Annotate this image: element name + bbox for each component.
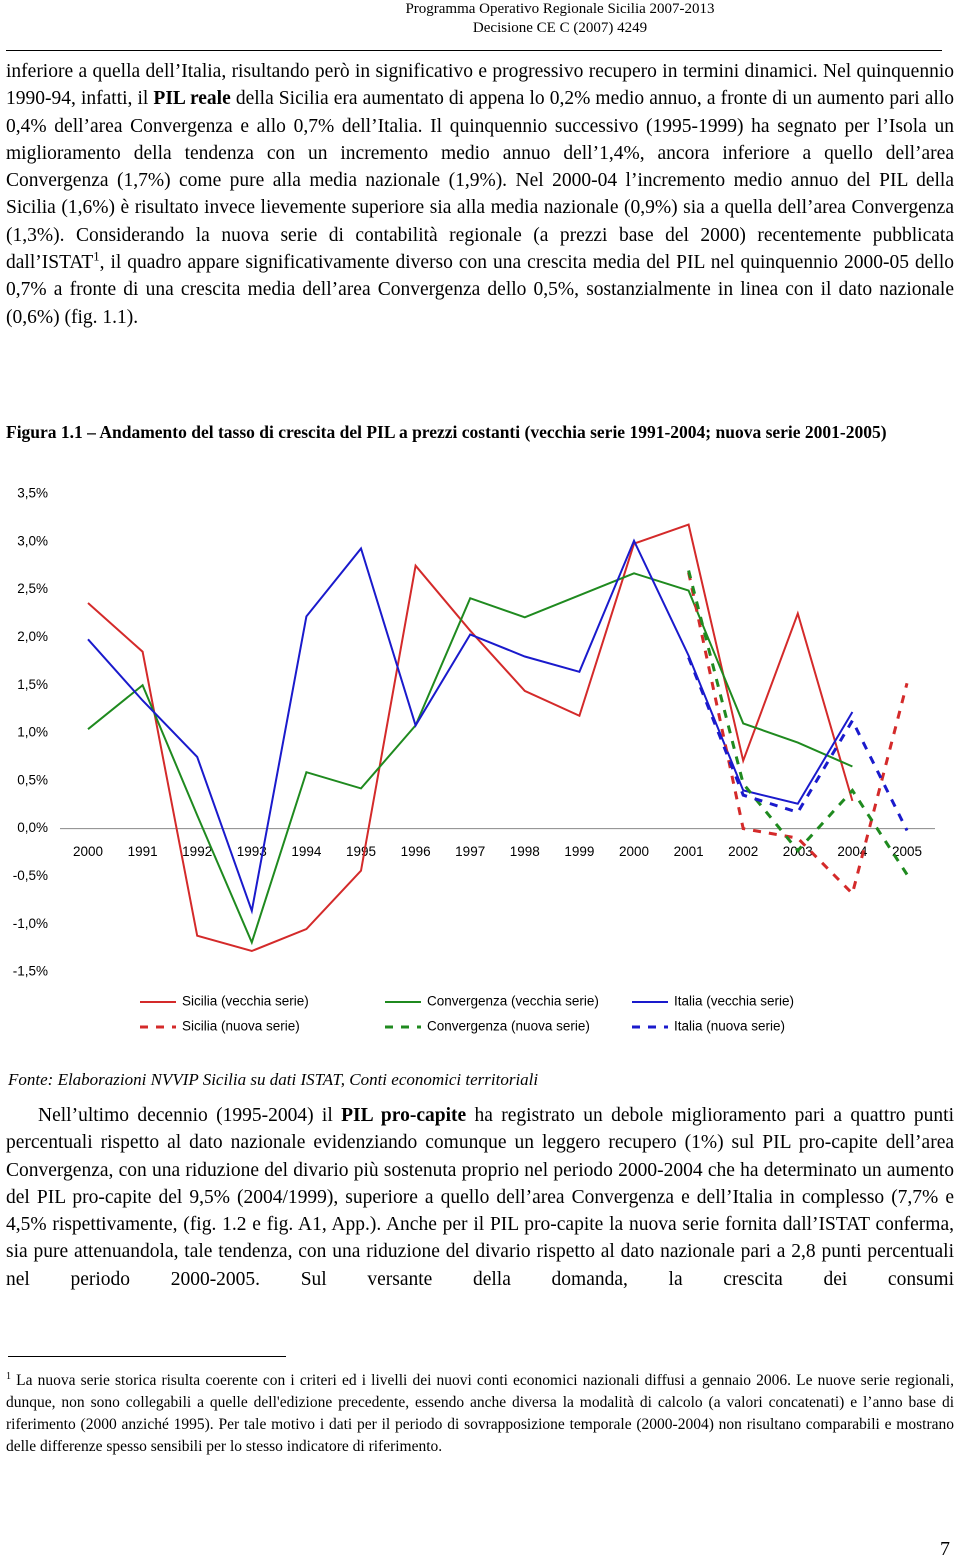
legend-label: Italia (nuova serie) xyxy=(674,1019,785,1034)
y-tick-label: 0,0% xyxy=(17,820,48,835)
paragraph: inferiore a quella dell’Italia, risultan… xyxy=(6,58,954,331)
y-tick-label: -0,5% xyxy=(13,868,48,883)
header-line: Decisione CE C (2007) 4249 xyxy=(472,20,648,36)
bold-text: PIL reale xyxy=(153,88,231,110)
legend-label: Sicilia (vecchia serie) xyxy=(182,994,309,1009)
x-tick-label: 2002 xyxy=(728,844,758,859)
y-tick-label: 1,0% xyxy=(17,725,48,740)
text: , il quadro appare significativamente di… xyxy=(6,252,954,328)
footnote-marker: 1 xyxy=(6,1370,12,1382)
y-tick-label: 3,0% xyxy=(17,533,48,548)
text: Nell’ultimo decennio (1995-2004) il xyxy=(38,1105,342,1126)
x-tick-label: 1994 xyxy=(291,844,322,859)
x-tick-label: 1992 xyxy=(182,844,212,859)
legend-label: Convergenza (vecchia serie) xyxy=(427,994,599,1009)
x-tick-label: 2005 xyxy=(892,844,922,859)
y-tick-label: 1,5% xyxy=(17,677,48,692)
x-tick-label: 1999 xyxy=(564,844,594,859)
y-tick-label: 3,5% xyxy=(17,486,48,501)
figure-caption: Figura 1.1 – Andamento del tasso di cres… xyxy=(6,422,887,442)
x-tick-label: 1993 xyxy=(237,844,267,859)
x-tick-label: 2000 xyxy=(73,844,103,859)
y-tick-label: -1,5% xyxy=(13,964,48,979)
text: inferiore a quella dell’Italia, risultan… xyxy=(6,61,954,110)
header-line: Programma Operativo Regionale Sicilia 20… xyxy=(405,1,715,17)
running-header: Programma Operativo Regionale Sicilia 20… xyxy=(400,0,720,38)
x-tick-label: 2000 xyxy=(619,844,649,859)
footnote: 1 La nuova serie storica risulta coerent… xyxy=(6,1370,954,1458)
x-tick-label: 1997 xyxy=(455,844,485,859)
series-line xyxy=(687,572,909,897)
header-rule xyxy=(6,50,942,51)
footnote-rule xyxy=(8,1356,286,1357)
y-tick-label: 2,0% xyxy=(17,629,48,644)
footnote-ref: 1 xyxy=(93,249,100,264)
footnote-text: La nuova serie storica risulta coerente … xyxy=(6,1372,954,1455)
x-tick-label: 2004 xyxy=(837,844,868,859)
legend-label: Italia (vecchia serie) xyxy=(674,994,794,1009)
y-tick-label: 2,5% xyxy=(17,581,48,596)
legend-label: Convergenza (nuova serie) xyxy=(427,1019,590,1034)
x-tick-label: 2001 xyxy=(674,844,704,859)
x-tick-label: 1991 xyxy=(128,844,158,859)
x-tick-label: 1995 xyxy=(346,844,376,859)
series-line xyxy=(87,572,853,946)
chart: 3,5% 3,0% 2,5% 2,0% 1,5% 1,0% 0,5% 0,0% -0,5% -1,… xyxy=(13,486,935,1034)
y-tick-label: 0,5% xyxy=(17,772,48,787)
page-number: 7 xyxy=(940,1538,950,1560)
text: della Sicilia era aumentato di appena lo… xyxy=(6,88,954,274)
series-line xyxy=(87,523,854,953)
paragraph: Nell’ultimo decennio (1995-2004) il PIL … xyxy=(6,1102,954,1293)
figure-source: Fonte: Elaborazioni NVVIP Sicilia su dat… xyxy=(8,1070,539,1089)
text: ha registrato un debole miglioramento pa… xyxy=(6,1105,955,1290)
series-line xyxy=(687,656,909,832)
series-line xyxy=(687,570,909,876)
x-tick-label: 1996 xyxy=(401,844,431,859)
x-tick-label: 1998 xyxy=(510,844,540,859)
bold-text: PIL pro-capite xyxy=(341,1105,467,1126)
y-tick-label: -1,0% xyxy=(13,916,48,931)
legend-label: Sicilia (nuova serie) xyxy=(182,1019,300,1034)
